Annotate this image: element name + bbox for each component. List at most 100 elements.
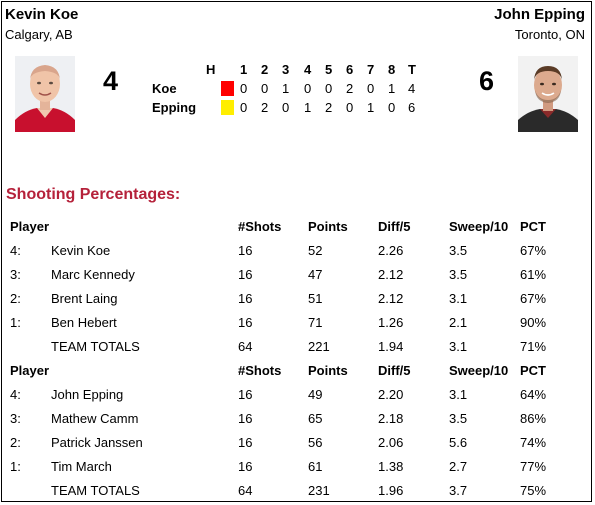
linescore-end-header: T [408,62,416,77]
hammer-header: H [206,62,216,77]
player-diff: 2.12 [378,267,404,282]
player-shots: 16 [238,267,253,282]
linescore-end-header: 5 [325,62,333,77]
team2-skip-name: John Epping [494,6,585,23]
player-pct: 64% [520,387,547,402]
team2-hammer-indicator [221,100,234,115]
player-diff: 1.94 [378,339,404,354]
player-shots: 16 [238,291,253,306]
linescore-team2-end: 1 [304,100,312,115]
player-position: 1: [10,459,21,474]
team2-portrait-icon [518,56,578,132]
player-pct: 67% [520,243,547,258]
linescore-end-header: 3 [282,62,290,77]
column-header-sweep: Sweep/10 [449,363,509,378]
player-position: 2: [10,435,21,450]
column-header-shots: #Shots [238,363,282,378]
player-pct: 74% [520,435,547,450]
column-header-player: Player [10,363,50,378]
player-points: 231 [308,483,330,498]
column-header-points: Points [308,363,348,378]
team2-score: 6 [479,66,495,96]
player-sweep: 3.1 [449,387,468,402]
player-shots: 64 [238,339,253,354]
team1-skip-photo [15,56,75,132]
linescore-team1-end: 0 [261,81,269,96]
player-pct: 77% [520,459,547,474]
linescore-team2-end: 0 [346,100,354,115]
player-pct: 61% [520,267,547,282]
player-name: Brent Laing [51,291,118,306]
player-diff: 1.96 [378,483,404,498]
player-points: 49 [308,387,323,402]
player-points: 51 [308,291,323,306]
player-sweep: 3.1 [449,339,468,354]
player-shots: 16 [238,435,253,450]
player-points: 221 [308,339,330,354]
team-totals-label: TEAM TOTALS [51,483,140,498]
team1-portrait-icon [15,56,75,132]
linescore-team2-end: 2 [325,100,333,115]
linescore-team1-end: 0 [304,81,312,96]
player-pct: 86% [520,411,547,426]
player-name: Tim March [51,459,112,474]
player-pct: 90% [520,315,547,330]
linescore-team2-label: Epping [152,100,197,115]
linescore-team1-end: 1 [282,81,290,96]
player-name: Kevin Koe [51,243,111,258]
player-points: 47 [308,267,323,282]
player-position: 3: [10,411,21,426]
linescore-team1-end: 0 [325,81,333,96]
player-position: 3: [10,267,21,282]
player-sweep: 3.7 [449,483,468,498]
player-name: John Epping [51,387,124,402]
player-points: 71 [308,315,323,330]
player-sweep: 3.1 [449,291,468,306]
column-header-pct: PCT [520,219,546,234]
player-sweep: 2.1 [449,315,468,330]
player-shots: 64 [238,483,253,498]
player-points: 61 [308,459,323,474]
column-header-player: Player [10,219,50,234]
linescore-end-header: 1 [240,62,248,77]
player-sweep: 3.5 [449,411,468,426]
player-diff: 2.12 [378,291,404,306]
player-position: 4: [10,243,21,258]
player-diff: 1.26 [378,315,404,330]
column-header-pct: PCT [520,363,546,378]
player-sweep: 2.7 [449,459,468,474]
player-diff: 2.26 [378,243,404,258]
player-name: Mathew Camm [51,411,139,426]
linescore-team1-end: 0 [240,81,248,96]
linescore-team2-end: 0 [240,100,248,115]
player-pct: 75% [520,483,547,498]
team1-skip-name: Kevin Koe [5,6,79,23]
player-sweep: 3.5 [449,243,468,258]
player-name: Marc Kennedy [51,267,135,282]
column-header-points: Points [308,219,348,234]
player-name: Ben Hebert [51,315,117,330]
linescore-team1-end: 1 [388,81,396,96]
linescore-team2-end: 0 [282,100,290,115]
player-name: Patrick Janssen [51,435,143,450]
team1-score: 4 [103,66,119,96]
column-header-shots: #Shots [238,219,282,234]
linescore-end-header: 4 [304,62,312,77]
player-points: 56 [308,435,323,450]
linescore-team1-label: Koe [152,81,177,96]
column-header-diff: Diff/5 [378,363,411,378]
linescore-team2-end: 6 [408,100,416,115]
team-totals-label: TEAM TOTALS [51,339,140,354]
player-sweep: 3.5 [449,267,468,282]
player-pct: 71% [520,339,547,354]
team1-location: Calgary, AB [5,27,73,42]
linescore-end-header: 6 [346,62,354,77]
player-shots: 16 [238,243,253,258]
player-points: 52 [308,243,323,258]
linescore-end-header: 7 [367,62,375,77]
linescore-team2-end: 1 [367,100,375,115]
column-header-diff: Diff/5 [378,219,411,234]
player-shots: 16 [238,315,253,330]
team2-skip-photo [518,56,578,132]
